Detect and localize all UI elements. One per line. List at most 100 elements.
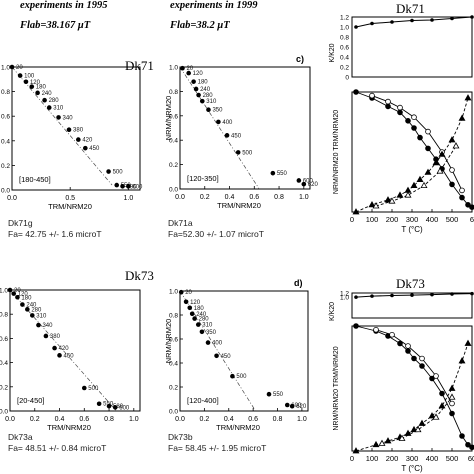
data-point xyxy=(196,92,201,98)
data-point xyxy=(112,405,118,410)
data-point-label: 400 xyxy=(222,120,233,126)
x-tick-label: 0.2 xyxy=(200,416,210,423)
series-point-trm-check xyxy=(436,167,444,174)
series-point-trm xyxy=(438,150,446,157)
x-tick-label: 0.2 xyxy=(200,194,210,201)
k-tick-label: 0 xyxy=(345,75,349,82)
data-point-label: 280 xyxy=(203,93,214,99)
fit-line xyxy=(179,290,256,412)
k-tick-label: 1.2 xyxy=(340,15,349,22)
data-point xyxy=(20,302,25,307)
series-point-nrm-check xyxy=(459,187,465,194)
data-point xyxy=(193,86,199,92)
data-point-label: 120 xyxy=(30,80,41,86)
series-point-nrm-check xyxy=(405,343,411,349)
temp-tick-label: 200 xyxy=(386,215,399,224)
series-point-nrm-check xyxy=(369,92,375,99)
data-point xyxy=(96,401,102,407)
data-point-label: 500 xyxy=(113,170,124,176)
dk73a-field-estimate: Fa= 48.51 +/- 0.84 microT xyxy=(8,443,107,453)
data-point xyxy=(230,373,235,379)
data-point-label: 180 xyxy=(36,85,47,91)
data-point-label: 450 xyxy=(231,133,242,139)
data-point xyxy=(29,313,35,318)
interval-label: [120-350] xyxy=(187,174,219,183)
series-point-nrm xyxy=(439,390,445,397)
data-point xyxy=(266,391,272,397)
y-tick-label: 1.0 xyxy=(169,289,178,296)
fit-line xyxy=(11,66,113,186)
data-point-label: 580 xyxy=(113,404,124,410)
data-point-label: 310 xyxy=(36,313,47,319)
col2-flab: Flab=38.2 μT xyxy=(170,20,230,31)
dk73-right-title: Dk73 xyxy=(396,276,425,291)
col1-flab: Flab=38.167 μT xyxy=(20,20,91,31)
y-tick-label: 0.8 xyxy=(169,89,178,96)
y-tick-label: 0.2 xyxy=(169,162,178,169)
row1-title: Dk71 xyxy=(125,58,154,73)
series-point-nrm-check xyxy=(449,400,455,407)
data-point-label: 240 xyxy=(26,303,37,309)
x-tick-label: 1.0 xyxy=(299,194,309,201)
data-point-label: 20 xyxy=(14,288,21,294)
x-axis-label: TRM/NRM20 xyxy=(48,202,92,211)
x-axis-label: TRM/NRM20 xyxy=(216,423,260,432)
susceptibility-point xyxy=(390,20,394,24)
data-point-label: 350 xyxy=(212,108,223,114)
series-point-nrm-check xyxy=(385,98,391,105)
temp-tick-label: 500 xyxy=(446,454,459,463)
data-point xyxy=(15,294,20,300)
data-point xyxy=(186,70,191,76)
series-point-trm-check xyxy=(432,413,440,420)
data-point xyxy=(206,107,211,112)
data-point-label: 20 xyxy=(16,65,23,71)
y-tick-label: 1.0 xyxy=(1,65,10,72)
plot-frame xyxy=(179,66,311,190)
x-tick-label: 0.0 xyxy=(7,195,17,202)
x-tick-label: 0.4 xyxy=(55,416,65,423)
arai-plot-dk71g: 0.0 0.2 0.4 0.6 0.8 1.0 0.0 0.5 1.0 TRM/NRM20 [180… xyxy=(1,65,143,212)
k-axis-label: K/K20 xyxy=(329,43,336,62)
k-tick-label: 1.2 xyxy=(340,291,349,298)
x-tick-label: 0.8 xyxy=(273,416,283,423)
data-point-label: 550 xyxy=(121,183,132,189)
data-point-label: 420 xyxy=(82,138,93,144)
data-point xyxy=(199,98,205,104)
data-point xyxy=(199,329,205,335)
data-point-label: 20 xyxy=(185,290,192,296)
series-point-nrm xyxy=(411,125,417,131)
temp-axis-label: T (°C) xyxy=(401,464,423,473)
data-point xyxy=(52,345,57,351)
data-point-label: 310 xyxy=(206,99,217,105)
data-point-label: 580 xyxy=(127,184,138,190)
data-point xyxy=(192,316,197,321)
y-axis-label: NRM/NRM20 xyxy=(164,96,173,141)
data-point xyxy=(81,385,87,391)
series-line-trm xyxy=(355,97,469,213)
series-point-nrm-check xyxy=(389,331,395,338)
x-tick-label: 0.8 xyxy=(274,194,284,201)
y-tick-label: 0.4 xyxy=(0,360,8,367)
series-point-trm xyxy=(416,175,424,183)
series-point-nrm-check xyxy=(411,114,417,120)
series-point-trm xyxy=(368,200,376,208)
data-point xyxy=(42,97,47,103)
arai-plots: 0.0 0.2 0.4 0.6 0.8 1.0 0.0 0.5 1.0 TRM/NRM20 [180… xyxy=(0,54,318,432)
x-tick-label: 0.6 xyxy=(79,416,89,423)
x-tick-label: 0.8 xyxy=(104,416,114,423)
x-tick-label: 0.0 xyxy=(5,416,15,423)
data-point-label: 310 xyxy=(202,323,213,329)
data-point-label: 280 xyxy=(199,317,210,323)
series-point-trm xyxy=(418,419,426,426)
data-point xyxy=(35,90,40,96)
y-tick-label: 0.4 xyxy=(169,361,178,368)
data-point-label: 120 xyxy=(190,300,201,306)
series-point-nrm-check xyxy=(433,373,439,379)
y-tick-label: 0.0 xyxy=(0,409,8,416)
dk73b-sample-id: Dk73b xyxy=(168,432,193,442)
x-axis-label: TRM/NRM20 xyxy=(217,201,261,210)
temp-tick-label: 300 xyxy=(406,215,419,224)
data-point-label: 180 xyxy=(194,306,205,312)
data-point-label: 310 xyxy=(53,106,64,112)
